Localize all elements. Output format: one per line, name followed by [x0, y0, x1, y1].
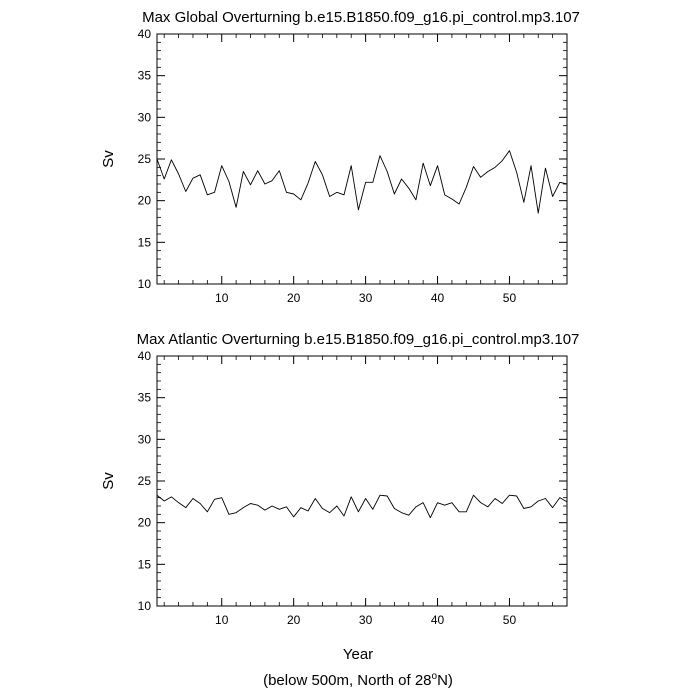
y-tick-label: 10 — [138, 599, 152, 613]
atlantic-overturning-panel: Max Atlantic Overturning b.e15.B1850.f09… — [100, 331, 579, 663]
plot-area: 10 15 20 25 30 35 40 10 20 30 40 50 — [138, 349, 568, 627]
y-tick-label: 35 — [138, 69, 152, 83]
chart-title: Max Atlantic Overturning b.e15.B1850.f09… — [137, 331, 580, 348]
x-tick-label: 10 — [215, 613, 229, 627]
y-tick-label: 25 — [138, 152, 152, 166]
y-tick-label: 30 — [138, 110, 152, 124]
x-tick-label: 40 — [431, 613, 445, 627]
y-tick-label: 30 — [138, 432, 152, 446]
x-tick-label: 50 — [503, 613, 517, 627]
x-tick-label: 30 — [359, 613, 373, 627]
y-axis-label: Sv — [100, 472, 117, 490]
degree-superscript: o — [432, 671, 438, 682]
y-tick-label: 15 — [138, 235, 152, 249]
plot-frame — [156, 355, 568, 607]
x-tick-label: 20 — [287, 291, 301, 305]
y-axis-label: Sv — [100, 150, 117, 168]
y-tick-label: 20 — [138, 194, 152, 208]
x-tick-label: 30 — [359, 291, 373, 305]
plot-area: 10 15 20 25 30 35 40 10 20 30 40 50 — [138, 27, 568, 305]
y-tick-label: 35 — [138, 391, 152, 405]
series-line — [156, 150, 568, 214]
y-tick-label: 40 — [138, 27, 152, 41]
x-tick-label: 10 — [215, 291, 229, 305]
plot-frame — [156, 33, 568, 285]
caption-text-end: N) — [437, 672, 453, 689]
caption-text: (below 500m, North of 28 — [263, 672, 431, 689]
x-axis-label: Year — [343, 646, 373, 663]
global-overturning-panel: Max Global Overturning b.e15.B1850.f09_g… — [100, 9, 580, 305]
y-tick-label: 20 — [138, 516, 152, 530]
y-tick-label: 25 — [138, 474, 152, 488]
figure-caption: (below 500m, North of 28oN) — [263, 671, 453, 689]
y-tick-label: 10 — [138, 277, 152, 291]
x-tick-label: 50 — [503, 291, 517, 305]
y-tick-label: 40 — [138, 349, 152, 363]
x-tick-label: 40 — [431, 291, 445, 305]
chart-title: Max Global Overturning b.e15.B1850.f09_g… — [142, 9, 580, 26]
x-tick-label: 20 — [287, 613, 301, 627]
series-line — [156, 494, 568, 519]
y-tick-label: 15 — [138, 557, 152, 571]
